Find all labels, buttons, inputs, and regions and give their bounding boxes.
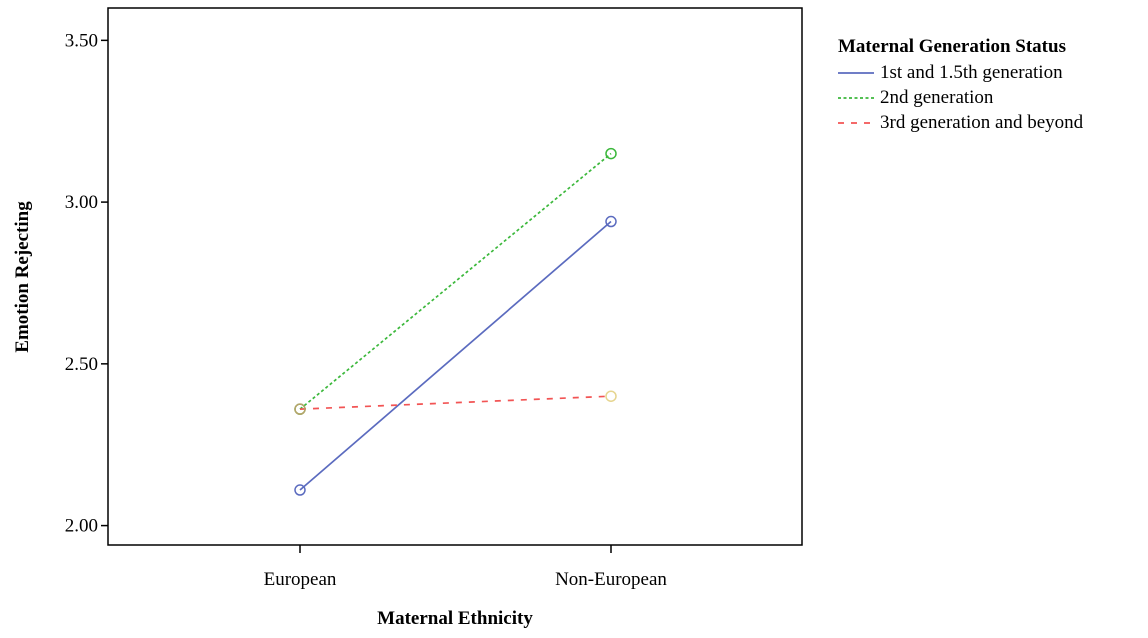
series-layer	[294, 147, 617, 496]
y-tick-label: 2.50	[65, 354, 98, 375]
legend-title: Maternal Generation Status	[838, 36, 1066, 57]
x-tick-label: Non-European	[555, 569, 667, 590]
y-axis: 2.00 2.50 3.00 3.50	[65, 30, 108, 537]
data-point-marker	[294, 403, 306, 415]
legend-label: 2nd generation	[880, 87, 994, 108]
y-tick-label: 3.00	[65, 192, 98, 213]
series-line-2	[299, 152, 612, 410]
data-point-marker	[294, 484, 306, 496]
legend-label: 3rd generation and beyond	[880, 112, 1084, 133]
x-tick-label: European	[264, 569, 337, 590]
y-axis-title: Emotion Rejecting	[12, 201, 33, 353]
data-point-marker	[605, 215, 617, 228]
series-line-1	[299, 220, 612, 491]
y-tick-label: 3.50	[65, 30, 98, 51]
plot-frame	[107, 7, 803, 546]
legend-label: 1st and 1.5th generation	[880, 62, 1063, 83]
y-tick-label: 2.00	[65, 516, 98, 537]
data-point-marker	[605, 390, 617, 402]
series-line-3	[299, 395, 612, 410]
legend: Maternal Generation Status 1st and 1.5th…	[838, 36, 1084, 133]
data-point-marker	[605, 147, 617, 160]
x-axis-title: Maternal Ethnicity	[377, 608, 533, 629]
x-axis: European Non-European	[264, 545, 667, 590]
